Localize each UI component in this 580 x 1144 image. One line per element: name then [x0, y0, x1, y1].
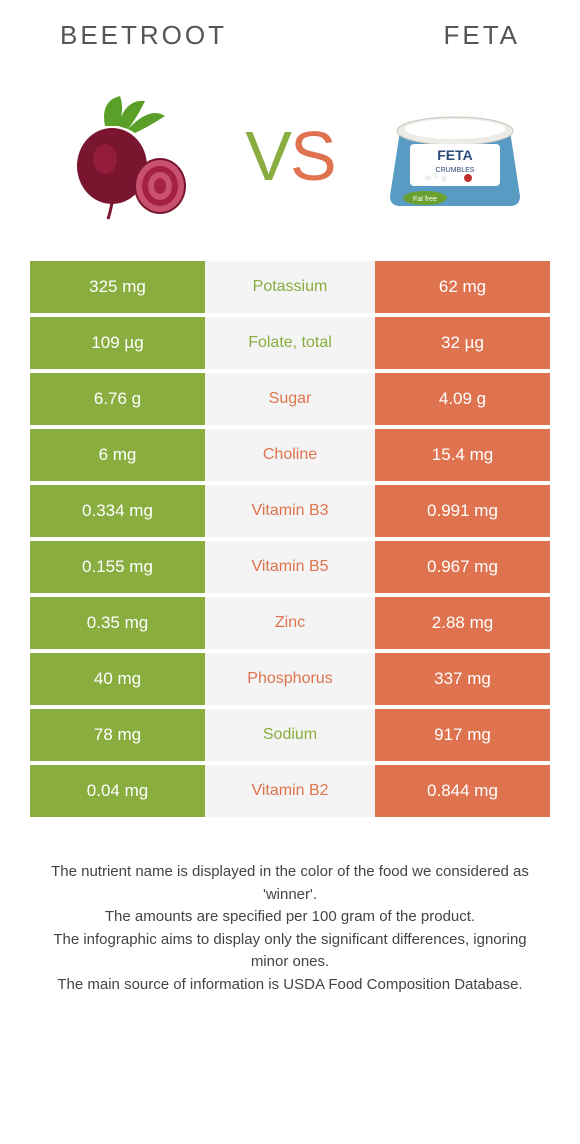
nutrient-name: Sodium — [205, 709, 375, 761]
value-left: 109 µg — [30, 317, 205, 369]
table-row: 0.04 mgVitamin B20.844 mg — [30, 765, 550, 817]
value-left: 6 mg — [30, 429, 205, 481]
value-left: 78 mg — [30, 709, 205, 761]
value-left: 40 mg — [30, 653, 205, 705]
beetroot-image — [45, 91, 205, 221]
food-left-title: Beetroot — [60, 20, 227, 51]
nutrient-name: Vitamin B5 — [205, 541, 375, 593]
value-right: 0.844 mg — [375, 765, 550, 817]
table-row: 78 mgSodium917 mg — [30, 709, 550, 761]
svg-text:CRUMBLES: CRUMBLES — [436, 167, 475, 174]
food-right-title: Feta — [443, 20, 520, 51]
nutrient-name: Phosphorus — [205, 653, 375, 705]
feta-image: FETA CRUMBLES Fat free — [375, 91, 535, 221]
value-right: 917 mg — [375, 709, 550, 761]
nutrient-name: Potassium — [205, 261, 375, 313]
images-row: VS FETA CRUMBLES Fat free — [0, 61, 580, 261]
footer-line-2: The amounts are specified per 100 gram o… — [40, 906, 540, 929]
table-row: 325 mgPotassium62 mg — [30, 261, 550, 313]
value-left: 0.35 mg — [30, 597, 205, 649]
nutrient-name: Vitamin B2 — [205, 765, 375, 817]
value-right: 0.991 mg — [375, 485, 550, 537]
vs-s: S — [290, 117, 335, 195]
value-left: 325 mg — [30, 261, 205, 313]
nutrient-name: Folate, total — [205, 317, 375, 369]
vs-v: V — [245, 117, 290, 195]
footer-line-4: The main source of information is USDA F… — [40, 974, 540, 997]
value-left: 0.04 mg — [30, 765, 205, 817]
beetroot-icon — [50, 91, 200, 221]
nutrient-name: Sugar — [205, 373, 375, 425]
value-left: 0.155 mg — [30, 541, 205, 593]
value-right: 32 µg — [375, 317, 550, 369]
nutrient-name: Zinc — [205, 597, 375, 649]
value-right: 337 mg — [375, 653, 550, 705]
table-row: 40 mgPhosphorus337 mg — [30, 653, 550, 705]
footer-line-1: The nutrient name is displayed in the co… — [40, 861, 540, 906]
table-row: 6.76 gSugar4.09 g — [30, 373, 550, 425]
table-row: 0.334 mgVitamin B30.991 mg — [30, 485, 550, 537]
nutrient-name: Choline — [205, 429, 375, 481]
feta-icon: FETA CRUMBLES Fat free — [380, 96, 530, 216]
table-row: 0.155 mgVitamin B50.967 mg — [30, 541, 550, 593]
vs-label: VS — [245, 116, 334, 196]
value-left: 6.76 g — [30, 373, 205, 425]
value-left: 0.334 mg — [30, 485, 205, 537]
table-row: 109 µgFolate, total32 µg — [30, 317, 550, 369]
table-row: 6 mgCholine15.4 mg — [30, 429, 550, 481]
value-right: 0.967 mg — [375, 541, 550, 593]
nutrient-name: Vitamin B3 — [205, 485, 375, 537]
svg-text:Fat free: Fat free — [413, 196, 437, 203]
value-right: 62 mg — [375, 261, 550, 313]
svg-text:FETA: FETA — [437, 147, 473, 163]
nutrient-table: 325 mgPotassium62 mg109 µgFolate, total3… — [30, 261, 550, 817]
table-row: 0.35 mgZinc2.88 mg — [30, 597, 550, 649]
value-right: 15.4 mg — [375, 429, 550, 481]
value-right: 2.88 mg — [375, 597, 550, 649]
header-row: Beetroot Feta — [0, 0, 580, 61]
value-right: 4.09 g — [375, 373, 550, 425]
footer-notes: The nutrient name is displayed in the co… — [0, 821, 580, 996]
footer-line-3: The infographic aims to display only the… — [40, 929, 540, 974]
